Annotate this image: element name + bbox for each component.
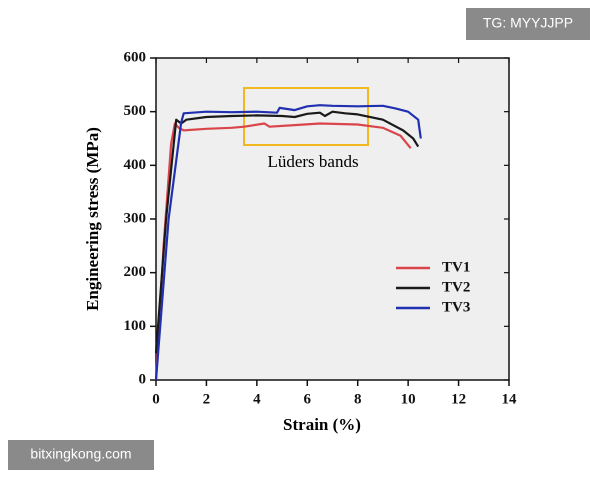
y-tick-label: 100 <box>124 318 147 334</box>
x-tick-label: 2 <box>203 391 211 407</box>
series-line <box>154 104 422 381</box>
x-tick-label: 14 <box>502 391 518 407</box>
y-tick-label: 500 <box>124 103 147 119</box>
annotation: Lüders bands <box>267 152 358 171</box>
y-tick-label: 400 <box>124 157 147 173</box>
watermark-box <box>466 8 590 40</box>
y-tick-label: 300 <box>124 210 147 226</box>
legend-label: TV3 <box>442 299 470 315</box>
legend-label: TV2 <box>442 279 470 295</box>
x-tick-label: 0 <box>152 391 160 407</box>
x-tick-label: 12 <box>451 391 466 407</box>
legend-label: TV1 <box>442 259 470 275</box>
x-axis-label: Strain (%) <box>283 415 361 434</box>
watermark: bitxingkong.com <box>30 446 131 462</box>
series-line <box>154 122 412 381</box>
x-tick-label: 6 <box>304 391 312 407</box>
y-tick-label: 200 <box>124 264 147 280</box>
x-tick-label: 4 <box>253 391 261 407</box>
y-tick-label: 0 <box>139 371 147 387</box>
x-tick-label: 8 <box>354 391 362 407</box>
x-tick-label: 10 <box>401 391 416 407</box>
watermark-box <box>8 440 154 470</box>
y-tick-label: 600 <box>124 49 147 65</box>
watermark: TG: MYYJJPP <box>483 15 573 31</box>
y-axis-label: Engineering stress (MPa) <box>83 127 102 311</box>
